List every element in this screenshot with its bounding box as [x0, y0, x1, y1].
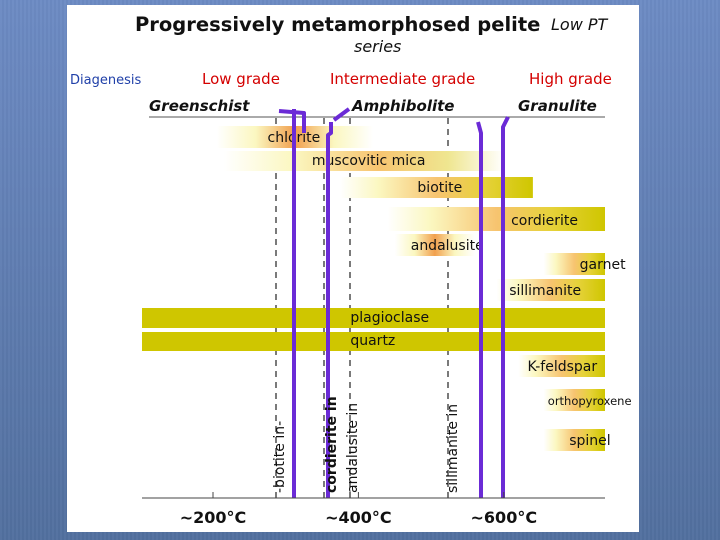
mineral-label-biotite: biotite: [417, 180, 462, 196]
isograd-label-cordierite-in: cordierite in: [324, 396, 340, 493]
mineral-label-plagioclase: plagioclase: [350, 310, 429, 326]
mineral-label-spinel: spinel: [569, 433, 610, 449]
mineral-bar-sillimanite: [496, 279, 605, 301]
mineral-bar-orthopyroxene: [543, 389, 605, 411]
mineral-bar-cordierite: [387, 207, 605, 231]
mineral-bar-andalusite: [394, 234, 475, 256]
mineral-bar-quartz: [142, 332, 605, 351]
amphibolite-granulite-boundary-left: [476, 121, 483, 498]
mineral-bar-biotite: [340, 177, 533, 198]
mineral-bar-garnet: [543, 253, 605, 275]
mineral-bar-k-feldspar: [518, 355, 605, 377]
mineral-label-orthopyroxene: orthopyroxene: [548, 394, 632, 408]
temperature-label-600: ~600°C: [471, 508, 538, 527]
greenschist-amphibolite-boundary-line: [326, 122, 333, 498]
mineral-label-quartz: quartz: [350, 333, 395, 349]
mineral-label-andalusite: andalusite: [411, 238, 484, 254]
mineral-bar-spinel: [543, 429, 605, 451]
facies-label-amphibolite: Amphibolite: [351, 97, 454, 115]
mineral-label-muscovitic-mica: muscovitic mica: [312, 153, 426, 169]
isograd-label-biotite-in: -biotite in-: [272, 421, 288, 493]
temperature-label-400: ~400°C: [325, 508, 392, 527]
mineral-label-garnet: garnet: [580, 257, 626, 273]
chart-title: Progressively metamorphosed pelite: [135, 13, 540, 36]
facies-label-greenschist: Greenschist: [149, 97, 250, 115]
mineral-bar-plagioclase: [142, 308, 605, 328]
grade-label-diagenesis: Diagenesis: [70, 73, 141, 88]
amphibolite-hook-line: [332, 107, 351, 122]
grade-label-high-grade: High grade: [529, 70, 612, 88]
chart-subtitle-series: series: [354, 37, 401, 56]
grade-label-intermediate-grade: Intermediate grade: [330, 70, 475, 88]
greenschist-hook-line: [278, 109, 306, 133]
mineral-label-cordierite: cordierite: [511, 213, 578, 229]
metamorphism-chart: Progressively metamorphosed pelite Low PT…: [70, 13, 632, 527]
slide-panel: Progressively metamorphosed pelite Low PT…: [67, 5, 639, 532]
amphibolite-granulite-boundary-right: [501, 116, 510, 498]
mineral-label-sillimanite: sillimanite: [509, 283, 581, 299]
facies-label-granulite: Granulite: [518, 97, 597, 115]
temperature-label-200: ~200°C: [180, 508, 247, 527]
grade-label-low-grade: Low grade: [202, 70, 280, 88]
chart-subtitle-low-pt: Low PT: [551, 15, 609, 34]
isograd-label-andalusite-in: andalusite in: [345, 403, 361, 493]
mineral-label-k-feldspar: K-feldspar: [528, 359, 598, 375]
isograd-label-sillimanite-in: sillimanite in: [445, 404, 461, 493]
